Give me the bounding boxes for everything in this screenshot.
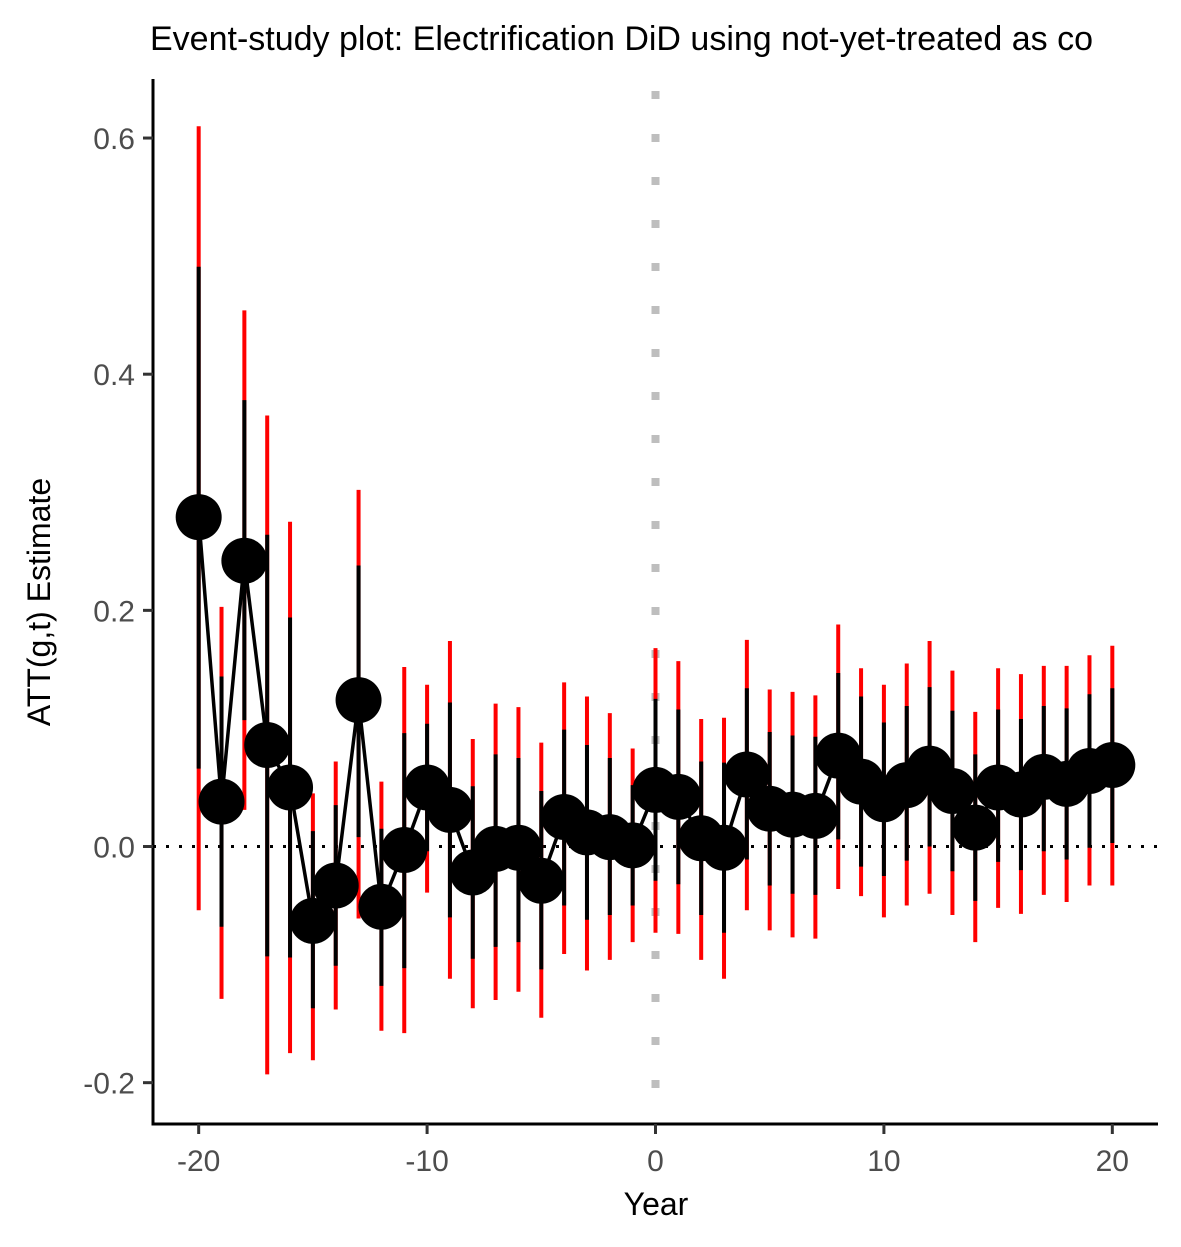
estimate-point bbox=[929, 768, 976, 815]
estimate-point bbox=[244, 721, 291, 768]
x-tick-label: 20 bbox=[1096, 1145, 1129, 1178]
estimate-point bbox=[358, 883, 405, 930]
x-axis-ticks: -20 -10 0 10 20 bbox=[177, 1124, 1129, 1178]
estimate-point bbox=[312, 862, 359, 909]
estimate-point bbox=[335, 677, 382, 724]
y-tick-label: -0.2 bbox=[83, 1068, 135, 1101]
y-tick-label: 0.0 bbox=[93, 832, 135, 865]
estimate-point bbox=[495, 824, 542, 871]
estimate-point bbox=[723, 751, 770, 798]
estimate-point bbox=[701, 824, 748, 871]
estimate-point bbox=[609, 822, 656, 869]
estimate-point bbox=[198, 778, 245, 825]
plot-area bbox=[153, 91, 1158, 1124]
estimate-point bbox=[221, 537, 268, 584]
axes: -20 -10 0 10 20 -0.2 0.0 0.2 0.4 0.6 bbox=[83, 79, 1158, 1178]
y-tick-label: 0.6 bbox=[93, 123, 135, 156]
y-tick-label: 0.4 bbox=[93, 359, 135, 392]
estimate-point bbox=[426, 786, 473, 833]
estimate-point bbox=[175, 494, 222, 541]
estimate-point bbox=[381, 827, 428, 874]
x-tick-label: -20 bbox=[177, 1145, 220, 1178]
estimate-point bbox=[518, 857, 565, 904]
chart-title: Event-study plot: Electrification DiD us… bbox=[150, 20, 1093, 58]
estimate-point bbox=[655, 773, 702, 820]
estimate-point bbox=[289, 897, 336, 944]
y-tick-label: 0.2 bbox=[93, 595, 135, 628]
estimate-point bbox=[792, 792, 839, 839]
estimate-point bbox=[1089, 742, 1136, 789]
x-tick-label: 0 bbox=[647, 1145, 664, 1178]
x-tick-label: 10 bbox=[867, 1145, 900, 1178]
x-axis-title: Year bbox=[624, 1186, 689, 1222]
estimate-point bbox=[952, 804, 999, 851]
estimate-point bbox=[267, 764, 314, 811]
y-axis-ticks: -0.2 0.0 0.2 0.4 0.6 bbox=[83, 123, 153, 1101]
y-axis-title: ATT(g,t) Estimate bbox=[21, 478, 57, 726]
x-tick-label: -10 bbox=[405, 1145, 448, 1178]
